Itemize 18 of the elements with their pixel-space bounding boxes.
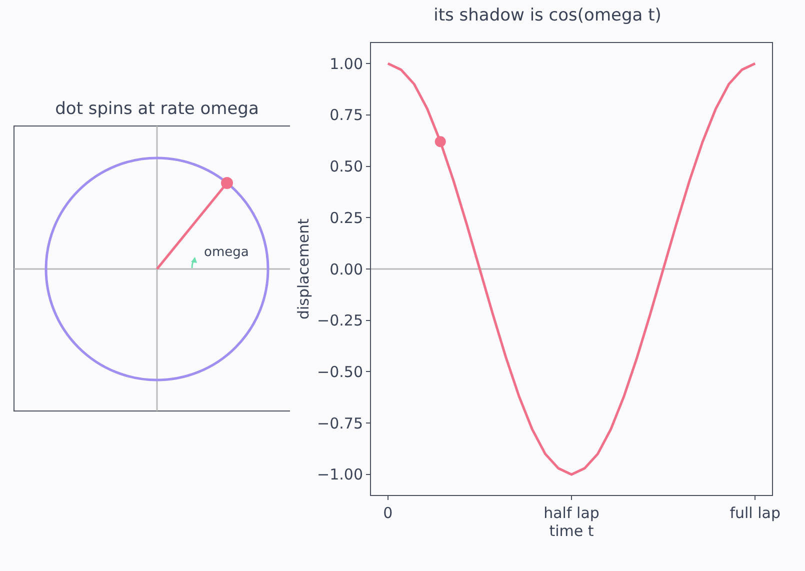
- y-tick-label: 0.25: [330, 208, 363, 227]
- y-tick-label: 0.00: [330, 260, 363, 278]
- line-series: [386, 62, 756, 476]
- y-tick-label: −0.75: [317, 414, 363, 432]
- text: omega: [204, 245, 249, 260]
- y-tick-label: −0.50: [317, 362, 363, 381]
- x-tick-label: 0: [383, 504, 393, 522]
- y-tick-label: 0.50: [330, 158, 363, 176]
- x-axis-title: time t: [549, 522, 594, 540]
- y-tick-label: −0.25: [317, 312, 363, 330]
- chart-title: its shadow is cos(omega t): [434, 5, 662, 26]
- text: dot spins at rate omega: [55, 99, 259, 119]
- y-tick-label: 0.75: [330, 106, 363, 124]
- y-tick-label: −1.00: [317, 466, 363, 484]
- y-axis-title: displacement: [294, 218, 312, 320]
- y-tick-label: 1.00: [330, 54, 363, 73]
- x-tick-label: half lap: [544, 504, 600, 522]
- x-tick-label: full lap: [730, 504, 780, 522]
